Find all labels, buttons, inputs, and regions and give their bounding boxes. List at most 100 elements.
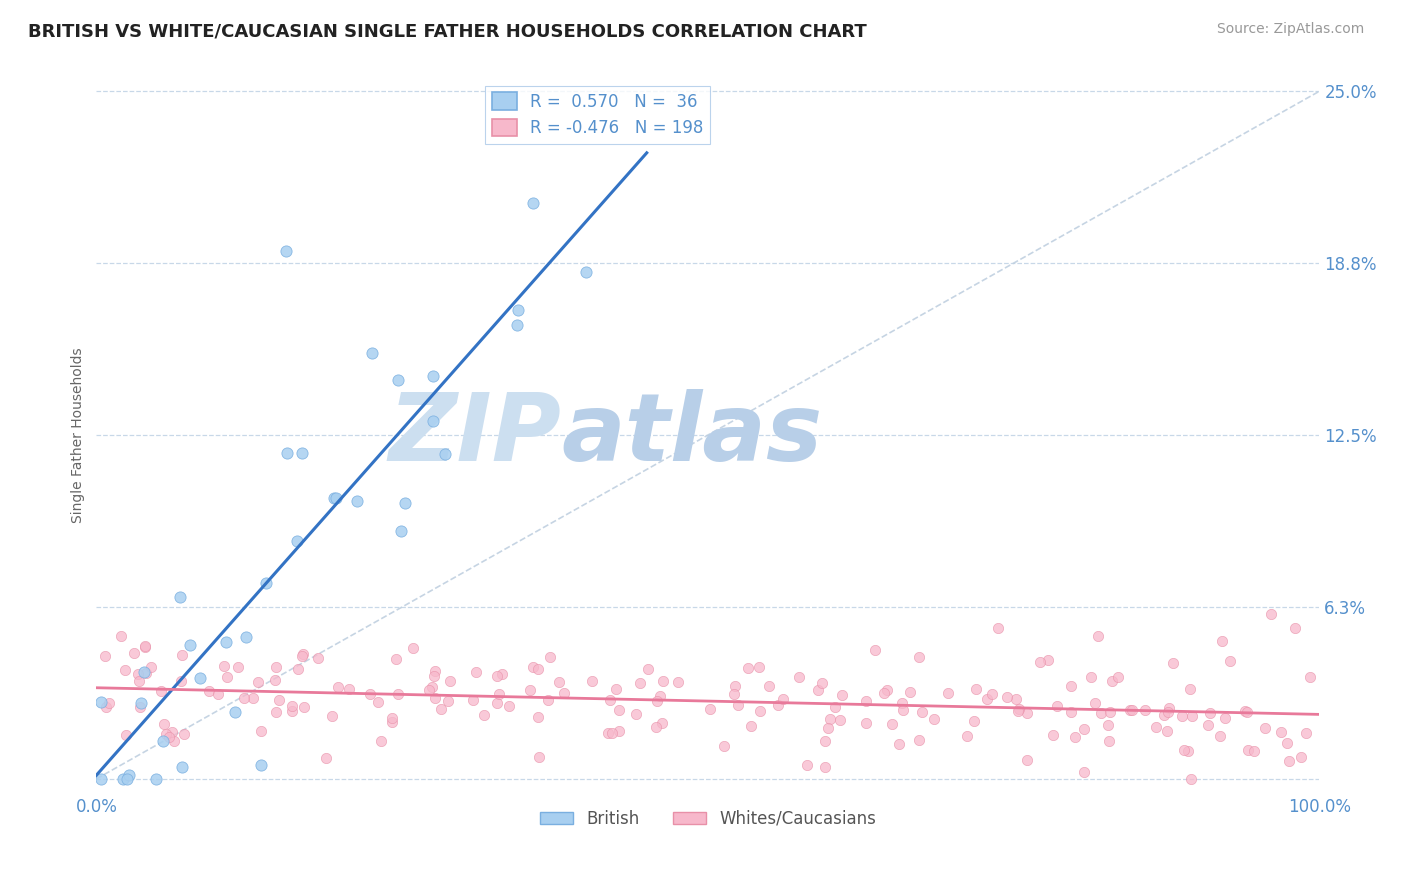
Point (596, 726, 619, 740)
Point (281, 698, 304, 713)
Point (247, 674, 270, 689)
Point (1084, 696, 1107, 710)
Point (155, 727, 177, 741)
Point (367, 695, 389, 709)
Point (1219, 654, 1241, 668)
Point (94, 648, 117, 663)
Point (128, 700, 150, 714)
Point (153, 717, 176, 731)
Point (1209, 729, 1232, 743)
Point (1064, 730, 1087, 744)
Point (96, 700, 118, 714)
Point (291, 446, 314, 460)
Point (609, 703, 631, 717)
Point (232, 690, 254, 705)
Point (115, 772, 138, 786)
Point (385, 652, 408, 666)
Point (817, 722, 839, 736)
Point (1243, 744, 1265, 758)
Point (326, 680, 349, 694)
Point (1133, 703, 1156, 717)
Point (179, 638, 201, 652)
Point (1275, 736, 1298, 750)
Point (645, 694, 668, 708)
Point (98, 696, 121, 710)
Point (1291, 749, 1313, 764)
Point (90, 694, 112, 708)
Point (486, 696, 509, 710)
Point (1073, 722, 1095, 736)
Point (1060, 679, 1083, 693)
Point (359, 687, 381, 701)
Point (1038, 653, 1060, 667)
Point (891, 704, 914, 718)
Point (727, 698, 749, 712)
Point (224, 705, 246, 719)
Point (1211, 634, 1233, 648)
Point (169, 590, 191, 604)
Point (789, 670, 811, 684)
Point (651, 715, 673, 730)
Point (772, 691, 794, 706)
Point (110, 629, 132, 643)
Point (128, 673, 150, 688)
Point (1237, 743, 1260, 757)
Point (976, 692, 998, 706)
Point (498, 699, 520, 714)
Point (637, 662, 659, 676)
Point (831, 688, 853, 702)
Point (1278, 754, 1301, 768)
Point (420, 680, 443, 694)
Point (387, 373, 409, 387)
Point (1213, 711, 1236, 725)
Point (207, 686, 229, 700)
Point (127, 667, 149, 681)
Point (423, 668, 446, 682)
Point (628, 676, 651, 690)
Point (519, 683, 541, 698)
Point (323, 491, 346, 505)
Point (828, 714, 851, 728)
Point (285, 533, 308, 548)
Point (1042, 729, 1064, 743)
Point (1060, 705, 1083, 719)
Point (157, 730, 180, 744)
Point (811, 675, 834, 690)
Point (1178, 681, 1201, 696)
Point (152, 734, 174, 748)
Point (908, 733, 931, 747)
Point (439, 674, 461, 689)
Point (1144, 719, 1167, 733)
Point (962, 714, 984, 728)
Point (956, 729, 979, 743)
Point (422, 368, 444, 383)
Point (1153, 707, 1175, 722)
Point (605, 681, 627, 696)
Point (1046, 698, 1069, 713)
Point (907, 649, 929, 664)
Point (491, 666, 513, 681)
Point (437, 694, 460, 708)
Point (600, 726, 623, 740)
Point (599, 692, 621, 706)
Point (1005, 691, 1028, 706)
Point (699, 701, 721, 715)
Point (291, 649, 314, 664)
Point (1170, 709, 1192, 723)
Point (537, 693, 560, 707)
Legend: British, Whites/Caucasians: British, Whites/Caucasians (533, 803, 883, 834)
Point (938, 686, 960, 700)
Point (538, 649, 561, 664)
Point (197, 684, 219, 698)
Point (818, 712, 841, 726)
Point (1007, 704, 1029, 718)
Point (112, 772, 135, 786)
Point (1157, 701, 1180, 715)
Point (548, 674, 571, 689)
Point (292, 700, 315, 714)
Point (266, 660, 288, 674)
Point (880, 717, 903, 731)
Point (1090, 706, 1112, 720)
Text: BRITISH VS WHITE/CAUCASIAN SINGLE FATHER HOUSEHOLDS CORRELATION CHART: BRITISH VS WHITE/CAUCASIAN SINGLE FATHER… (28, 22, 868, 40)
Point (422, 414, 444, 428)
